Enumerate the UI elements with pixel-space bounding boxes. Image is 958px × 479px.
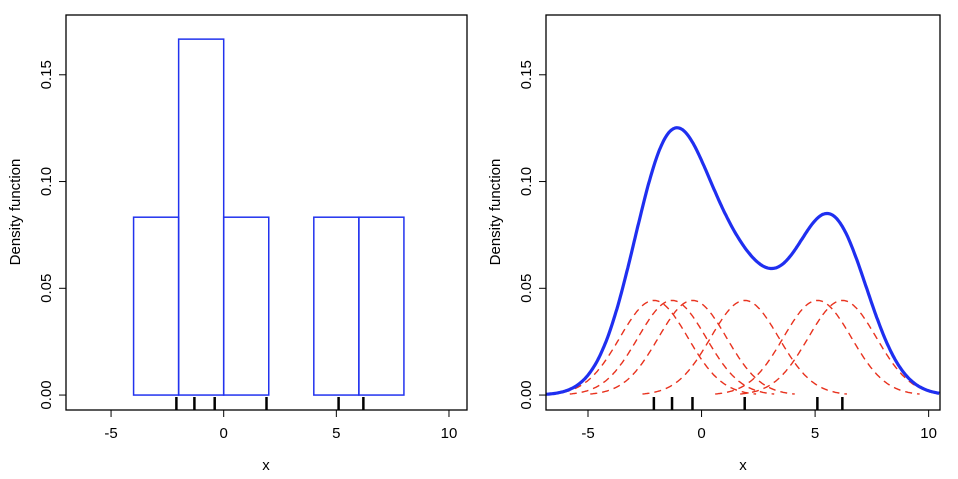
x-tick-label: 10	[441, 425, 458, 442]
y-tick-label: 0.05	[38, 274, 55, 303]
x-tick-label: -5	[104, 425, 117, 442]
histogram-bar	[358, 216, 405, 396]
x-tick-label: 0	[697, 425, 705, 442]
y-tick-label: 0.15	[38, 60, 55, 89]
plot-frame	[65, 14, 468, 411]
kernel-curve	[715, 299, 920, 395]
histogram-bar	[222, 216, 270, 396]
histogram-bar	[177, 38, 225, 396]
kernel-curve	[590, 299, 795, 395]
x-tick-label: 0	[220, 425, 228, 442]
x-tick-label: -5	[581, 425, 594, 442]
x-axis-label: x	[262, 457, 270, 474]
y-tick-label: 0.05	[518, 274, 535, 303]
histogram-bar	[313, 216, 360, 396]
histogram-bar	[132, 216, 180, 396]
y-tick-label: 0.15	[518, 60, 535, 89]
histogram-panel: Density function x -5 0 5 10 0.00 0.05 0.10 0.1…	[7, 14, 468, 474]
kde-curve	[546, 126, 940, 396]
kernel-curve	[551, 299, 757, 395]
y-tick-label: 0.00	[38, 380, 55, 409]
y-axis-label: Density function	[7, 159, 24, 266]
y-tick-label: 0.10	[518, 167, 535, 196]
kernel-curve	[569, 299, 775, 395]
kde-panel: Density function x -5 0 5 10 0.00 0.05 0.10 0.1…	[487, 14, 941, 474]
x-axis-label: x	[739, 457, 747, 474]
kernel-curve	[740, 299, 940, 395]
y-axis-label: Density function	[487, 159, 504, 266]
x-tick-label: 5	[811, 425, 819, 442]
x-tick-label: 10	[920, 425, 937, 442]
y-tick-label: 0.10	[38, 167, 55, 196]
x-tick-label: 5	[332, 425, 340, 442]
y-tick-label: 0.00	[518, 380, 535, 409]
kernel-curve	[642, 299, 847, 395]
plot-frame	[545, 14, 941, 411]
